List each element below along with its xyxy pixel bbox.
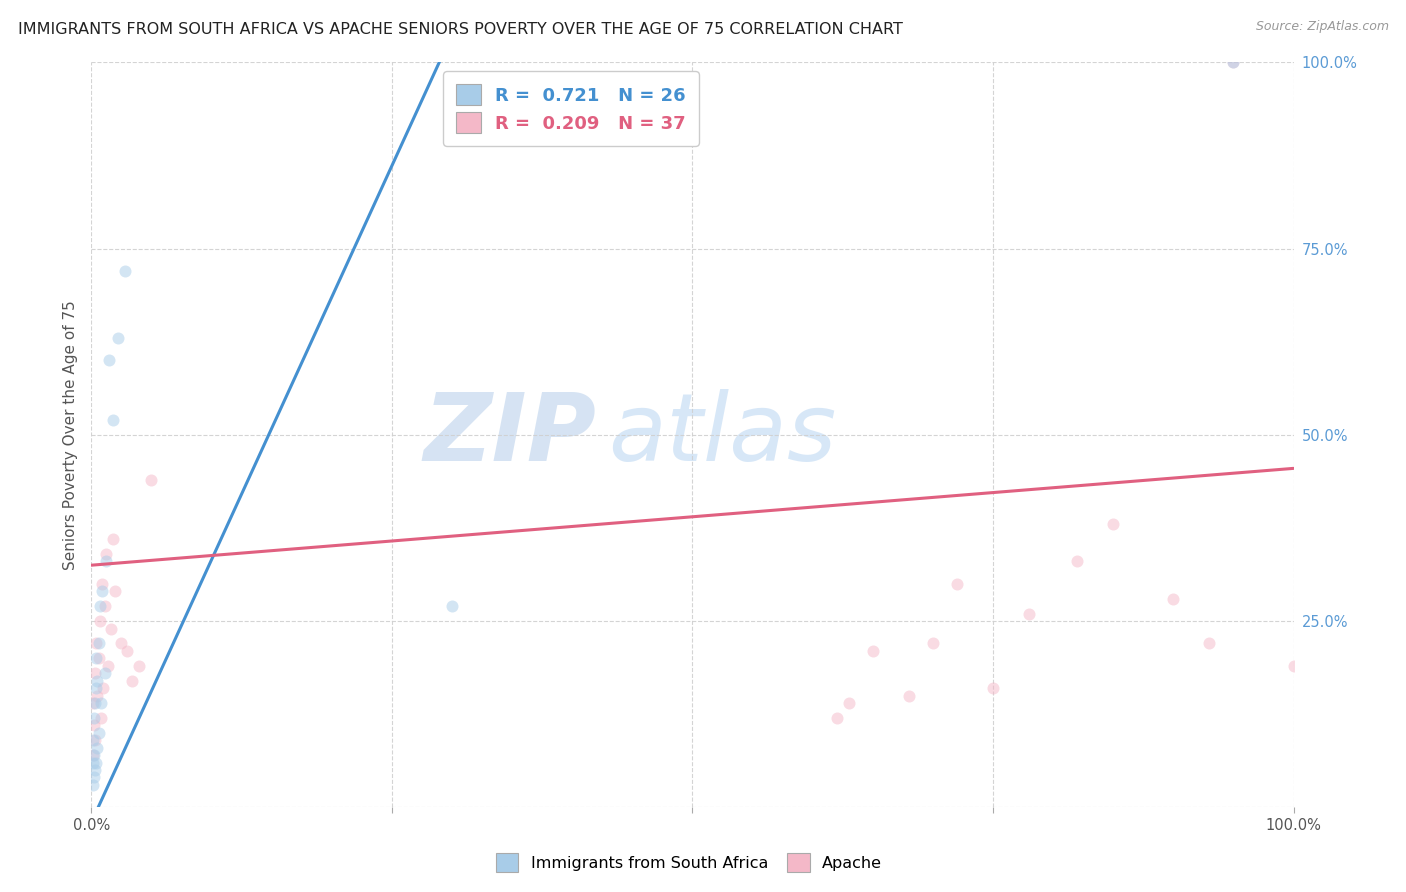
Point [87, 636, 110, 650]
Point [141, 473, 163, 487]
Point [97, 658, 120, 673]
Point [107, 331, 129, 345]
Y-axis label: Seniors Poverty Over the Age of 75: Seniors Poverty Over the Age of 75 [63, 300, 79, 570]
Point [83, 748, 105, 763]
Point [84, 636, 107, 650]
Point [87, 726, 110, 740]
Point [838, 696, 860, 710]
Point [128, 658, 150, 673]
Point [94, 554, 117, 568]
Point [93, 681, 115, 695]
Point [91, 577, 114, 591]
Point [98, 353, 121, 368]
Text: ZIP: ZIP [423, 389, 596, 481]
Point [897, 689, 920, 703]
Point [83, 711, 105, 725]
Point [84, 696, 107, 710]
Point [114, 264, 136, 278]
Point [86, 740, 108, 755]
Point [90, 696, 112, 710]
Point [84, 763, 107, 777]
Point [93, 666, 115, 681]
Point [87, 651, 110, 665]
Point [83, 771, 105, 785]
Point [89, 599, 111, 614]
Point [101, 532, 124, 546]
Point [94, 547, 117, 561]
Point [100, 622, 122, 636]
Point [90, 711, 112, 725]
Point [84, 756, 107, 770]
Point [82, 778, 104, 792]
Point [82, 733, 104, 747]
Point [121, 673, 143, 688]
Point [1018, 607, 1040, 621]
Point [84, 651, 107, 665]
Point [981, 681, 1004, 695]
Point [86, 689, 108, 703]
Point [84, 681, 107, 695]
Point [101, 413, 124, 427]
Point [84, 666, 107, 681]
Point [440, 599, 463, 614]
Text: atlas: atlas [609, 389, 837, 481]
Point [86, 673, 108, 688]
Point [104, 584, 127, 599]
Point [1282, 658, 1305, 673]
Point [862, 644, 884, 658]
Point [91, 584, 114, 599]
Point [93, 599, 115, 614]
Point [82, 696, 104, 710]
Point [922, 636, 945, 650]
Text: Source: ZipAtlas.com: Source: ZipAtlas.com [1256, 20, 1389, 33]
Point [84, 733, 107, 747]
Point [1198, 636, 1220, 650]
Point [1102, 517, 1125, 532]
Legend: Immigrants from South Africa, Apache: Immigrants from South Africa, Apache [488, 845, 890, 880]
Point [1222, 55, 1244, 70]
Point [1161, 591, 1184, 606]
Point [825, 711, 848, 725]
Point [110, 636, 132, 650]
Point [89, 614, 111, 628]
Text: IMMIGRANTS FROM SOUTH AFRICA VS APACHE SENIORS POVERTY OVER THE AGE OF 75 CORREL: IMMIGRANTS FROM SOUTH AFRICA VS APACHE S… [18, 22, 903, 37]
Point [82, 756, 104, 770]
Point [1066, 554, 1088, 568]
Point [1222, 55, 1244, 70]
Point [83, 718, 105, 732]
Point [117, 644, 139, 658]
Point [82, 748, 104, 763]
Legend: R =  0.721   N = 26, R =  0.209   N = 37: R = 0.721 N = 26, R = 0.209 N = 37 [443, 71, 699, 145]
Point [946, 577, 969, 591]
